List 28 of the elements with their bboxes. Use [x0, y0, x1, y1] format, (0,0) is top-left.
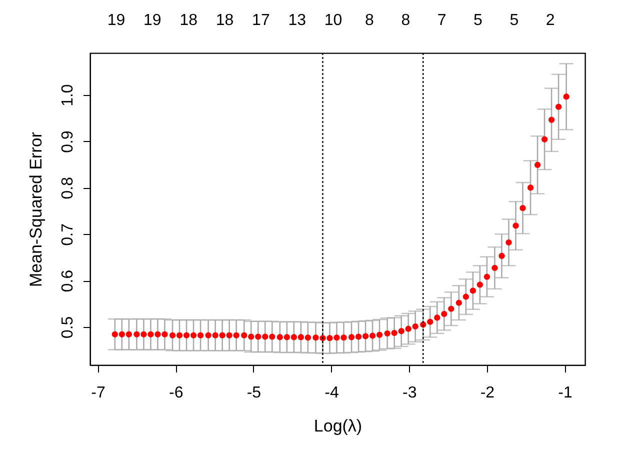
text: 2 [546, 12, 555, 29]
x-axis-title: Log(λ) [314, 416, 362, 436]
text: 17 [252, 12, 270, 29]
text: 5 [510, 12, 519, 29]
text: 19 [144, 12, 162, 29]
y-tick-label: 0.6 [60, 270, 76, 292]
y-axis-title: Mean-Squared Error [26, 132, 46, 287]
y-tick-label: 0.8 [60, 176, 76, 200]
x-tick-label: -6 [168, 384, 184, 402]
x-tick-label: -7 [91, 384, 106, 402]
text: 8 [401, 12, 410, 29]
y-tick-label: 1.0 [60, 84, 76, 106]
text: 10 [324, 12, 342, 29]
text: 5 [474, 12, 483, 29]
x-tick-label: -4 [324, 384, 339, 402]
text: 7 [437, 12, 446, 29]
y-tick-label: 0.5 [60, 316, 76, 339]
text: 13 [288, 12, 306, 29]
x-tick-label: -3 [402, 384, 417, 402]
x-tick-label: -2 [480, 384, 495, 402]
y-tick-label: 0.9 [60, 130, 76, 153]
text: 8 [365, 12, 374, 29]
text: 18 [180, 12, 198, 29]
text: 19 [107, 12, 126, 29]
text: 18 [216, 12, 234, 29]
x-tick-label: -1 [558, 384, 572, 402]
y-tick-label: 0.7 [60, 223, 76, 246]
x-tick-label: -5 [246, 384, 262, 402]
